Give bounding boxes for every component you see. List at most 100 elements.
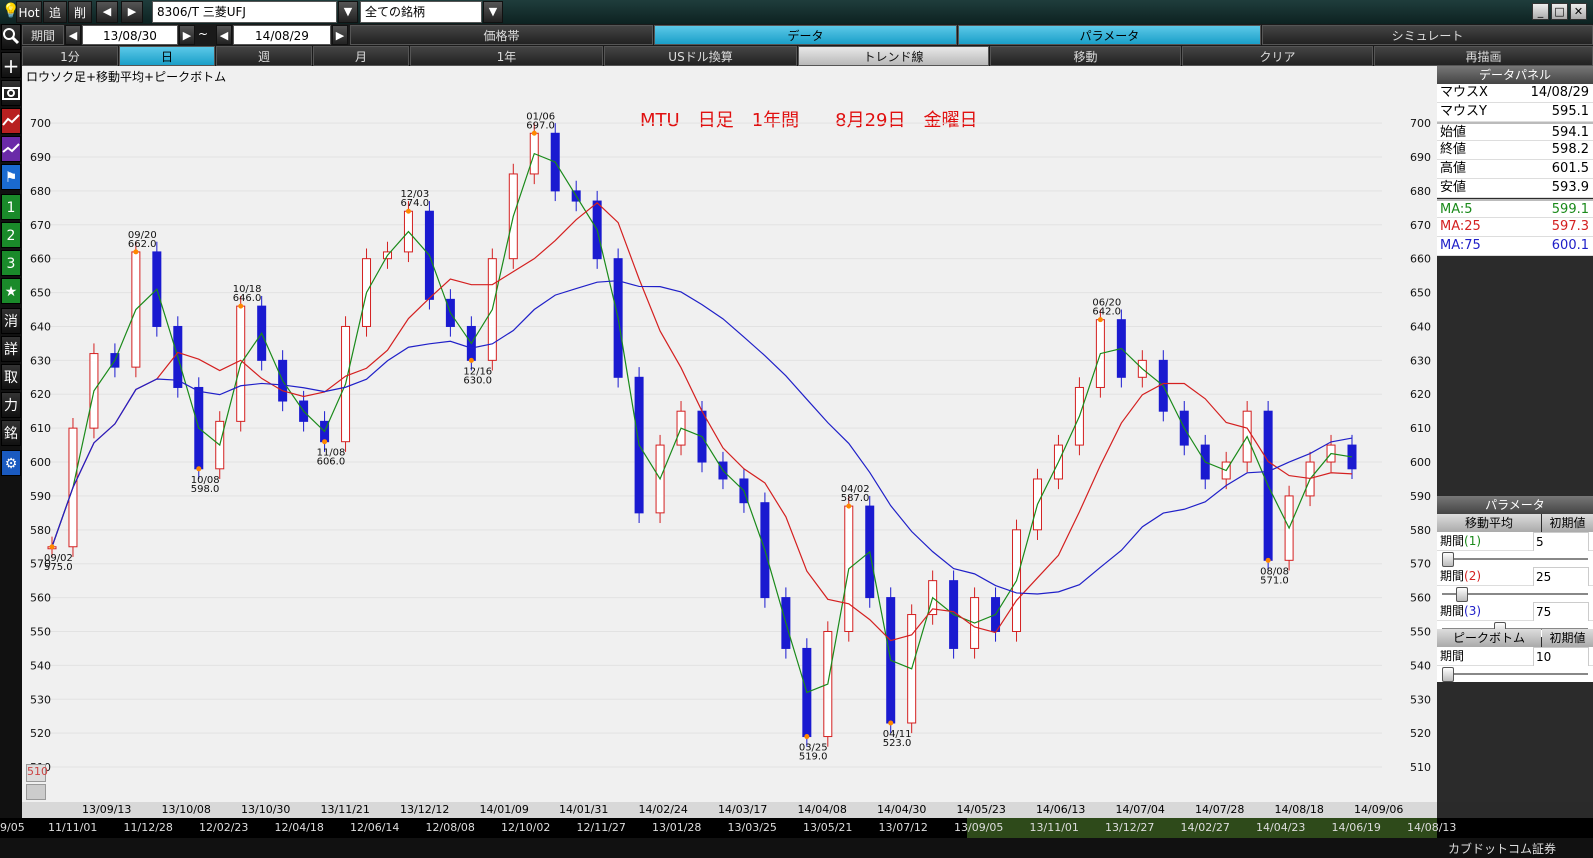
navigator-date-label: 11/11/01 bbox=[48, 821, 98, 834]
low-key: 安値 bbox=[1440, 180, 1467, 195]
y-tick-label-right: 700 bbox=[1410, 117, 1431, 130]
tab-data[interactable]: データ bbox=[654, 25, 957, 45]
x-tick-label: 14/08/18 bbox=[1274, 803, 1324, 816]
search-icon[interactable] bbox=[1, 24, 21, 50]
maximize-icon[interactable]: □ bbox=[1551, 3, 1568, 20]
minimize-icon[interactable]: _ bbox=[1532, 3, 1549, 20]
candlestick-chart[interactable]: 700 700 690 690 680 680 670 670 660 660 650 650 640 6… bbox=[22, 66, 1437, 802]
tf-1min[interactable]: 1分 bbox=[22, 46, 118, 66]
y-tick-label-right: 690 bbox=[1410, 151, 1431, 164]
redraw-button[interactable]: 再描画 bbox=[1374, 46, 1593, 66]
tf-month[interactable]: 月 bbox=[313, 46, 409, 66]
move-button[interactable]: 移動 bbox=[990, 46, 1181, 66]
prev-arrow-icon[interactable]: ◀ bbox=[96, 1, 118, 23]
chart-panel[interactable]: ロウソク足+移動平均+ピークボトム MTU 日足 1年間 8月29日 金曜日 7… bbox=[22, 66, 1437, 802]
period-label: 期間 bbox=[22, 25, 64, 45]
trendline-button[interactable]: トレンド線 bbox=[798, 46, 989, 66]
navigator-date-label: 14/02/27 bbox=[1180, 821, 1230, 834]
pb-slider[interactable] bbox=[1437, 666, 1593, 682]
star-icon[interactable]: ★ bbox=[1, 278, 21, 304]
tf-day[interactable]: 日 bbox=[119, 46, 215, 66]
camera-icon[interactable] bbox=[1, 80, 21, 106]
pb-knob[interactable] bbox=[1442, 667, 1454, 682]
open-row: 始値 594.1 bbox=[1437, 122, 1593, 141]
gear-icon[interactable]: ⚙ bbox=[1, 450, 21, 476]
peak-value-label: 519.0 bbox=[799, 752, 828, 763]
y-tick-label-right: 590 bbox=[1410, 490, 1431, 503]
x-tick-label: 14/07/04 bbox=[1115, 803, 1165, 816]
navigator-bar[interactable]: 9/05 11/11/01 11/12/28 12/02/23 12/04/18 12/0… bbox=[0, 818, 1593, 838]
plus-icon[interactable]: + bbox=[1, 52, 21, 78]
small-chart-icon[interactable] bbox=[26, 784, 46, 800]
symbol-dropdown-icon[interactable]: ▼ bbox=[338, 1, 358, 23]
usd-convert-button[interactable]: USドル換算 bbox=[604, 46, 797, 66]
p2-input[interactable]: 25 bbox=[1533, 567, 1589, 587]
tool-3-button[interactable]: 3 bbox=[1, 250, 21, 276]
tab-price-band[interactable]: 価格帯 bbox=[350, 25, 653, 45]
chart-purple-icon[interactable] bbox=[1, 136, 21, 162]
open-key: 始値 bbox=[1440, 125, 1467, 140]
from-date-field[interactable]: 13/08/30 bbox=[82, 25, 178, 45]
peak-date-label: 12/16 bbox=[463, 366, 492, 377]
hot-button[interactable]: Hot bbox=[16, 1, 42, 23]
p1-input[interactable]: 5 bbox=[1533, 532, 1589, 552]
y-tick-label-left: 530 bbox=[30, 693, 51, 706]
peak-value-label: 662.0 bbox=[128, 239, 157, 250]
from-next-icon[interactable]: ▶ bbox=[179, 25, 195, 45]
p2-knob[interactable] bbox=[1455, 587, 1468, 602]
tool-power-button[interactable]: 力 bbox=[1, 392, 21, 418]
close-icon[interactable]: ✕ bbox=[1570, 3, 1587, 20]
tab-parameter[interactable]: パラメータ bbox=[958, 25, 1261, 45]
y-tick-label-right: 550 bbox=[1410, 625, 1431, 638]
pb-header: ピークボトム bbox=[1437, 629, 1541, 647]
y-tick-label-left: 650 bbox=[30, 287, 51, 300]
navigator-date-label: 12/02/23 bbox=[199, 821, 249, 834]
bulb-icon[interactable]: 💡 bbox=[2, 3, 20, 19]
ma5-row: MA:5 599.1 bbox=[1437, 199, 1593, 218]
universe-field[interactable]: 全ての銘柄 bbox=[360, 1, 482, 23]
peak-value-label: 523.0 bbox=[883, 738, 912, 749]
tool-1-button[interactable]: 1 bbox=[1, 194, 21, 220]
add-button[interactable]: 追 bbox=[43, 1, 67, 23]
peak-value-label: 598.0 bbox=[191, 484, 220, 495]
p2-slider[interactable] bbox=[1437, 586, 1593, 602]
p1-slider[interactable] bbox=[1437, 551, 1593, 567]
delete-button[interactable]: 削 bbox=[68, 1, 92, 23]
p3-input[interactable]: 75 bbox=[1533, 602, 1589, 622]
next-arrow-icon[interactable]: ▶ bbox=[121, 1, 143, 23]
pb-input[interactable]: 10 bbox=[1533, 647, 1589, 667]
tf-week[interactable]: 週 bbox=[216, 46, 312, 66]
tool-detail-button[interactable]: 詳 bbox=[1, 336, 21, 362]
tool-2-button[interactable]: 2 bbox=[1, 222, 21, 248]
tool-take-button[interactable]: 取 bbox=[1, 364, 21, 390]
x-tick-label: 14/02/24 bbox=[638, 803, 688, 816]
chart-red-icon[interactable] bbox=[1, 108, 21, 134]
ma-init-button[interactable]: 初期値 bbox=[1542, 514, 1593, 532]
pb-init-button[interactable]: 初期値 bbox=[1542, 629, 1593, 647]
universe-dropdown-icon[interactable]: ▼ bbox=[483, 1, 503, 23]
tf-1year[interactable]: 1年 bbox=[410, 46, 603, 66]
period-bar: 期間 ◀ 13/08/30 ▶ ~ ◀ 14/08/29 ▶ 価格帯 データ パ… bbox=[22, 24, 1593, 46]
x-tick-label: 14/01/09 bbox=[479, 803, 529, 816]
p3-row: 期間(3) 75 bbox=[1437, 602, 1593, 622]
peak-value-label: 697.0 bbox=[526, 120, 555, 131]
navigator-window[interactable] bbox=[967, 818, 1437, 838]
symbol-field[interactable]: 8306/T 三菱UFJ bbox=[152, 1, 337, 23]
x-tick-label: 14/04/30 bbox=[877, 803, 927, 816]
high-row: 高値 601.5 bbox=[1437, 160, 1593, 179]
from-prev-icon[interactable]: ◀ bbox=[65, 25, 81, 45]
peak-date-label: 08/08 bbox=[1260, 566, 1289, 577]
to-prev-icon[interactable]: ◀ bbox=[216, 25, 232, 45]
tool-stock-button[interactable]: 銘 bbox=[1, 420, 21, 446]
flag-icon[interactable]: ⚑ bbox=[1, 164, 21, 190]
peak-value-label: 571.0 bbox=[1260, 575, 1289, 586]
to-date-field[interactable]: 14/08/29 bbox=[233, 25, 331, 45]
ma25-value: 597.3 bbox=[1551, 219, 1589, 234]
p1-knob[interactable] bbox=[1442, 552, 1454, 567]
navigator-axis: カブドットコム証券 bbox=[0, 838, 1593, 858]
y-tick-label-left: 590 bbox=[30, 490, 51, 503]
tool-erase-button[interactable]: 消 bbox=[1, 308, 21, 334]
to-next-icon[interactable]: ▶ bbox=[332, 25, 348, 45]
tab-simulate[interactable]: シミュレート bbox=[1262, 25, 1593, 45]
clear-button[interactable]: クリア bbox=[1182, 46, 1373, 66]
